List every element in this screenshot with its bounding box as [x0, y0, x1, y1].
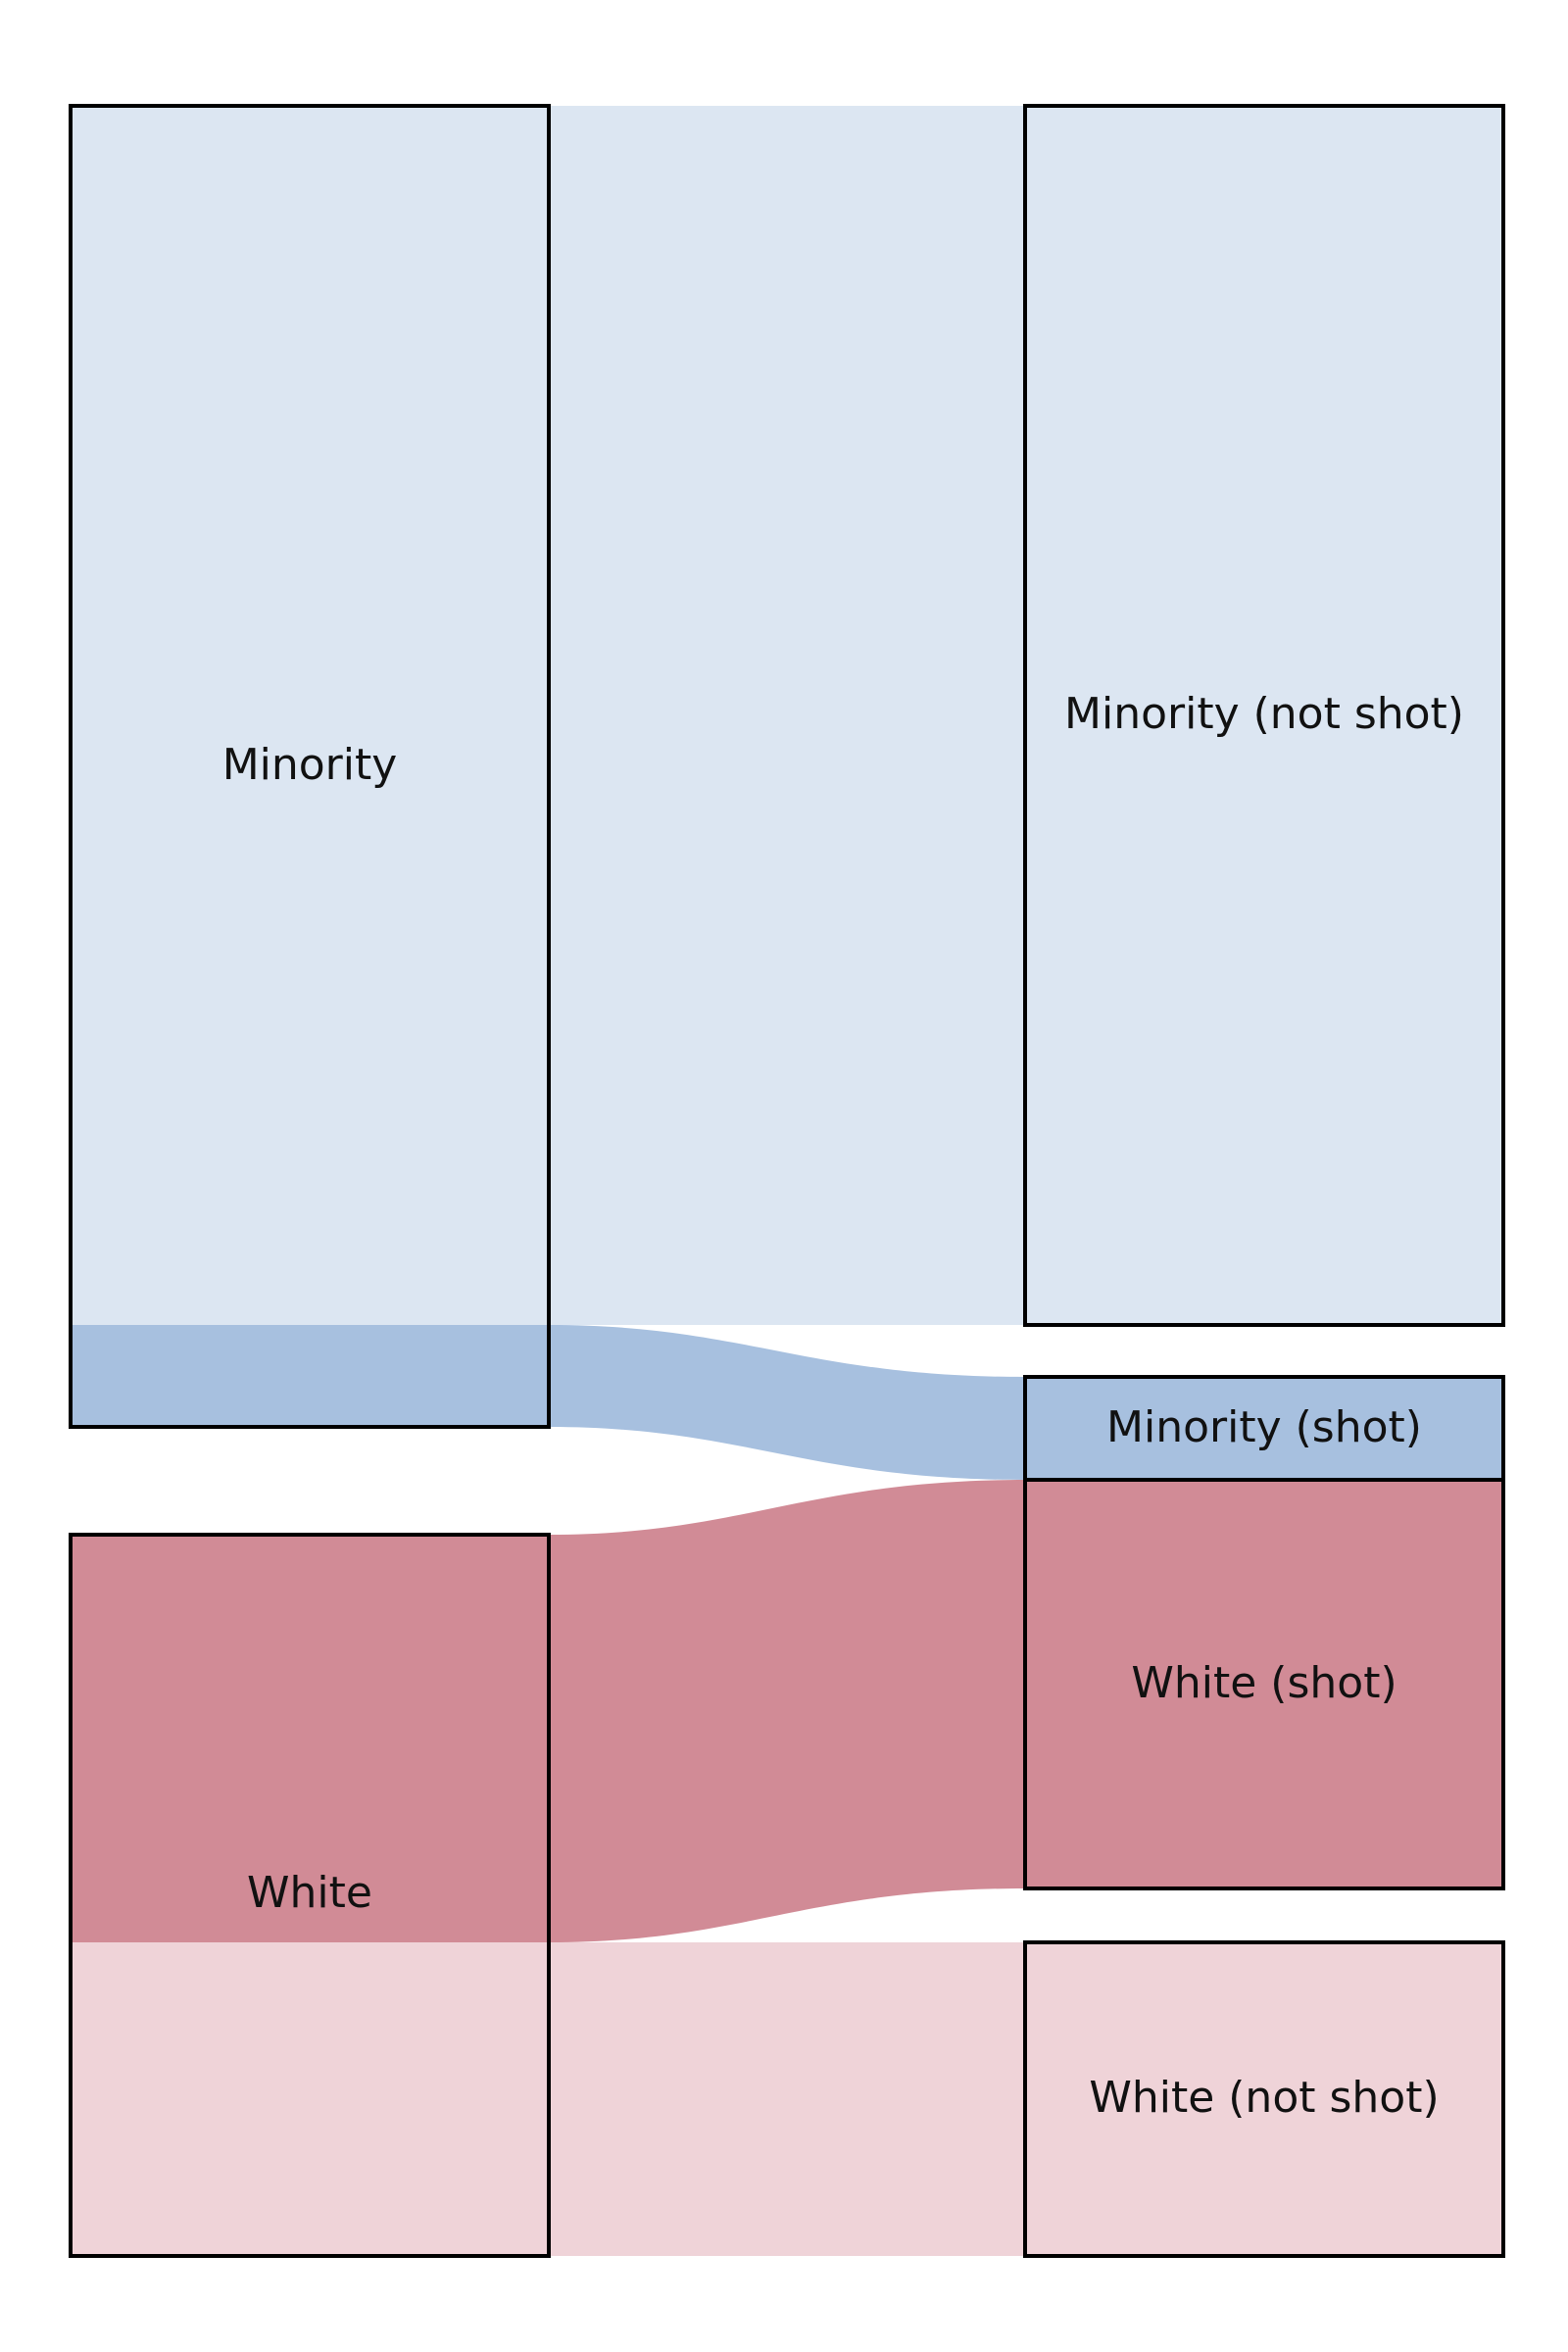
node-minority-shot: Minority (shot) [1023, 1375, 1505, 1482]
flow-minority-to-minority-shot [549, 1325, 1025, 1480]
node-white-shot: White (shot) [1023, 1478, 1505, 1890]
node-minority-not-shot-label: Minority (not shot) [1064, 689, 1464, 739]
node-minority-outline [69, 104, 551, 1429]
node-minority: Minority [69, 104, 551, 1429]
node-white-outline [69, 1533, 551, 2258]
node-minority-not-shot-box [1023, 104, 1505, 1327]
node-white-lower-fill [71, 1942, 549, 2256]
flow-white-to-white-not-shot [549, 1942, 1025, 2256]
node-white-shot-label: White (shot) [1131, 1658, 1396, 1708]
flow-minority-to-minority-not-shot [549, 106, 1025, 1325]
node-white-upper-fill [71, 1535, 549, 1942]
node-minority-lower-fill [71, 1325, 549, 1427]
node-white-not-shot-box [1023, 1940, 1505, 2258]
node-white: White [69, 1533, 551, 2258]
node-minority-not-shot: Minority (not shot) [1023, 104, 1505, 1327]
node-white-not-shot: White (not shot) [1023, 1940, 1505, 2258]
node-minority-shot-label: Minority (shot) [1106, 1402, 1422, 1452]
node-minority-upper-fill [71, 106, 549, 1325]
node-white-not-shot-label: White (not shot) [1089, 2073, 1439, 2123]
node-white-label: White [247, 1868, 372, 1918]
node-white-shot-box [1023, 1478, 1505, 1890]
node-minority-shot-box [1023, 1375, 1505, 1482]
node-minority-label: Minority [222, 740, 398, 790]
flow-white-to-white-shot [549, 1480, 1025, 1942]
